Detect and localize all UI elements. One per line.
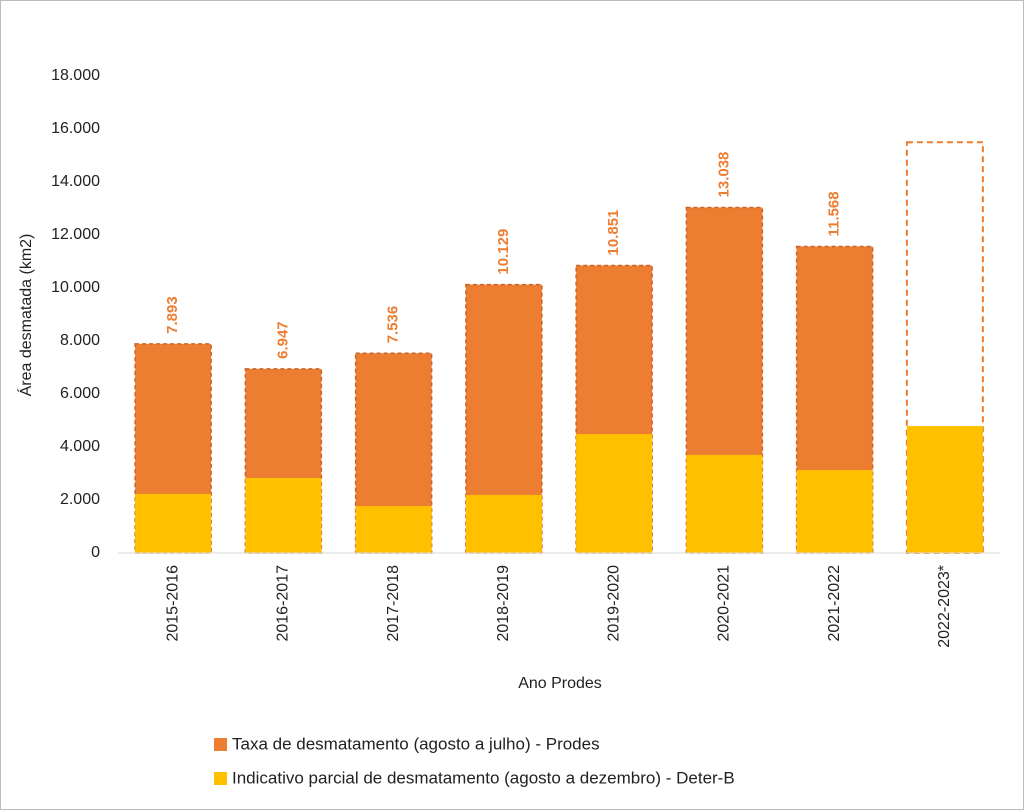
y-tick-label: 0 xyxy=(91,544,100,561)
y-axis-title: Área desmatada (km2) xyxy=(16,234,35,397)
data-label: 6.947 xyxy=(274,321,291,359)
y-tick-label: 14.000 xyxy=(51,173,100,190)
bar xyxy=(135,493,212,553)
bar xyxy=(245,478,322,553)
x-tick-label: 2021-2022 xyxy=(826,565,843,642)
legend-label: Indicativo parcial de desmatamento (agos… xyxy=(232,768,735,787)
y-tick-label: 2.000 xyxy=(60,491,100,508)
x-tick-label: 2018-2019 xyxy=(495,565,512,642)
x-tick-label: 2016-2017 xyxy=(275,565,292,642)
y-tick-label: 16.000 xyxy=(51,120,100,137)
x-axis-title: Ano Prodes xyxy=(518,675,602,692)
bar xyxy=(576,434,653,553)
data-label: 11.568 xyxy=(826,191,843,236)
data-label: 7.893 xyxy=(164,296,181,334)
bar xyxy=(686,454,763,553)
x-tick-label: 2019-2020 xyxy=(605,565,622,642)
x-tick-label: 2017-2018 xyxy=(385,565,402,642)
y-tick-label: 4.000 xyxy=(60,438,100,455)
y-tick-label: 12.000 xyxy=(51,226,100,243)
bar xyxy=(355,506,432,553)
legend-swatch xyxy=(214,738,227,751)
legend-swatch xyxy=(214,772,227,785)
y-tick-label: 18.000 xyxy=(51,67,100,84)
x-tick-label: 2022-2023* xyxy=(936,565,953,648)
data-label: 10.851 xyxy=(605,210,622,256)
x-tick-label: 2020-2021 xyxy=(716,565,733,642)
bar xyxy=(465,494,542,553)
legend-label: Taxa de desmatamento (agosto a julho) - … xyxy=(232,734,600,753)
y-tick-label: 6.000 xyxy=(60,385,100,402)
y-tick-label: 10.000 xyxy=(51,279,100,296)
bar xyxy=(796,470,873,553)
data-label: 10.129 xyxy=(495,229,512,275)
data-label: 7.536 xyxy=(385,306,402,344)
x-tick-label: 2015-2016 xyxy=(164,565,181,642)
data-label: 13.038 xyxy=(715,152,732,198)
y-tick-label: 8.000 xyxy=(60,332,100,349)
bar xyxy=(906,426,983,553)
